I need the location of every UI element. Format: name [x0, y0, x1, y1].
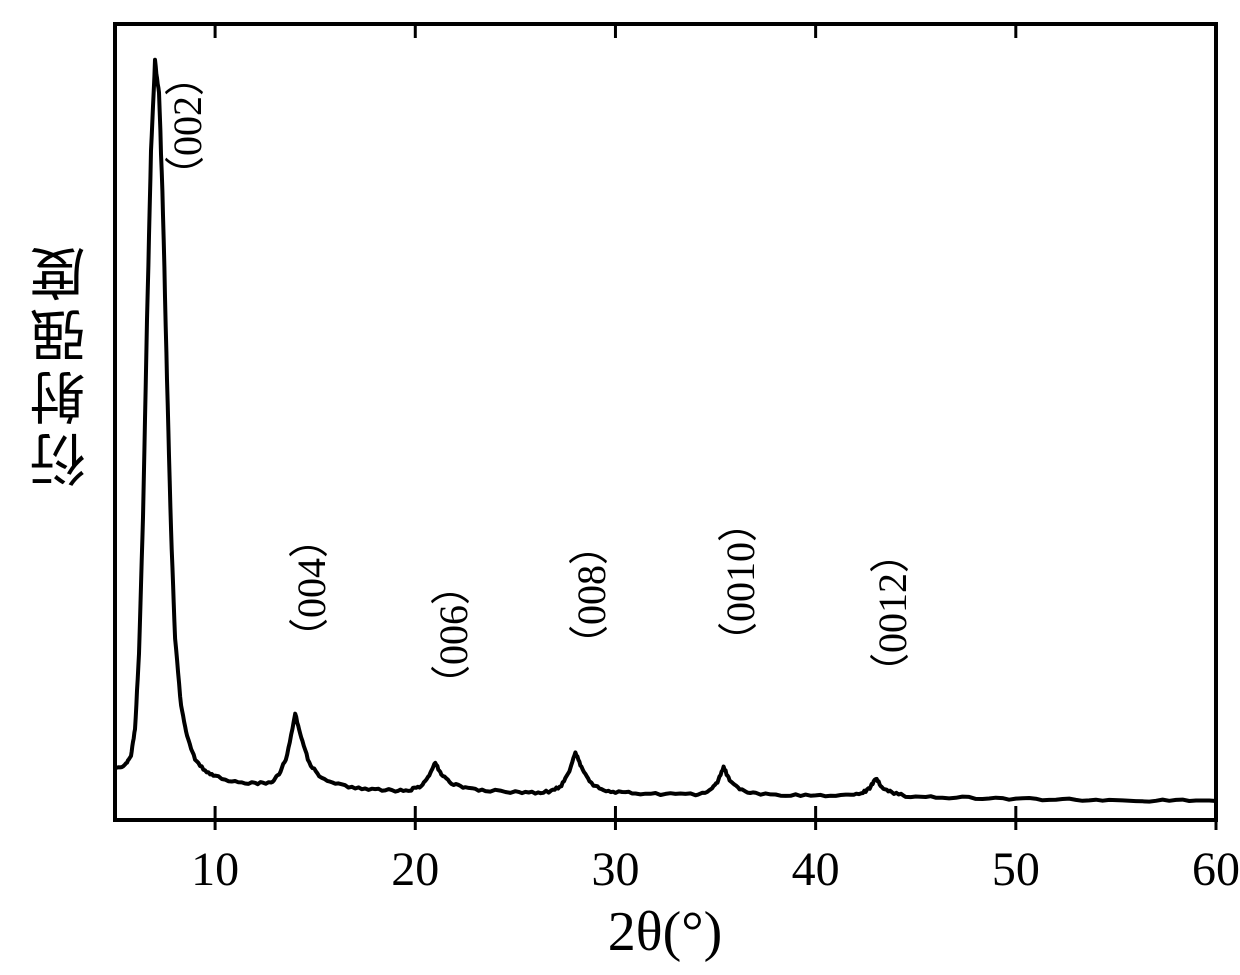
peak-label-0010: （0010）: [712, 502, 770, 662]
peak-label-002: （002）: [159, 56, 217, 196]
peak-label-008: （008）: [563, 525, 621, 665]
xrd-figure: 衍射强度 2θ(°) 10 20 30 40 50 60 （002） （004）…: [0, 0, 1240, 975]
peak-label-006: （006）: [425, 565, 483, 705]
xtick-label: 40: [792, 842, 840, 897]
xtick-label: 30: [591, 842, 639, 897]
xtick-label: 20: [391, 842, 439, 897]
peak-label-0012: （0012）: [864, 533, 922, 693]
peak-label-004: （004）: [283, 518, 341, 658]
x-axis-label: 2θ(°): [608, 900, 723, 964]
y-axis-label: 衍射强度: [22, 240, 103, 488]
xtick-label: 50: [992, 842, 1040, 897]
xtick-label: 60: [1192, 842, 1240, 897]
xtick-label: 10: [191, 842, 239, 897]
